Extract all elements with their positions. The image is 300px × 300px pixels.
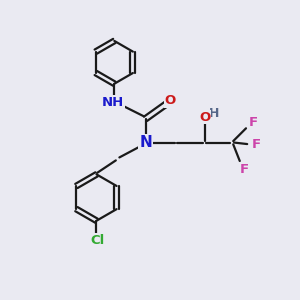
Text: H: H: [209, 107, 220, 120]
Text: O: O: [200, 111, 211, 124]
Text: O: O: [164, 94, 175, 107]
Text: F: F: [251, 138, 261, 151]
Text: N: N: [139, 135, 152, 150]
Text: F: F: [249, 116, 258, 129]
Text: Cl: Cl: [90, 234, 104, 247]
Text: NH: NH: [102, 96, 124, 109]
Text: F: F: [239, 164, 248, 176]
